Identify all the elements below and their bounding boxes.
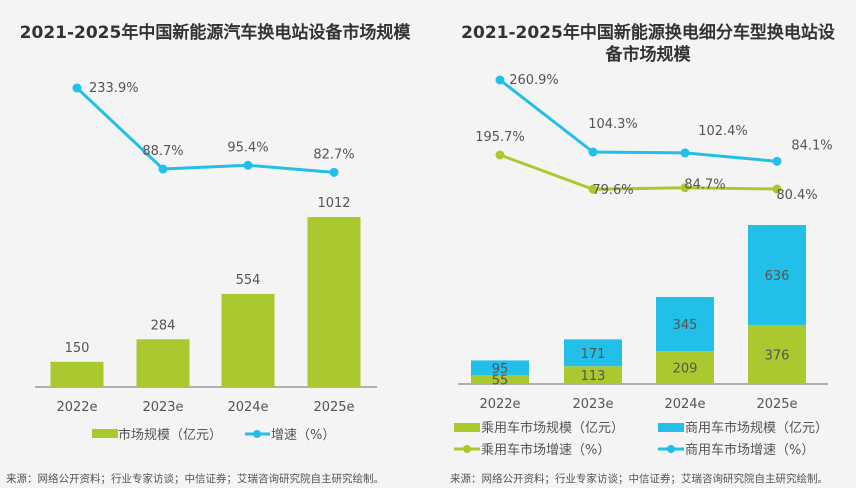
- x-tick-label: 2024e: [227, 400, 268, 415]
- growth-point: [680, 183, 690, 193]
- x-tick-label: 2022e: [56, 400, 97, 415]
- bar: [221, 293, 275, 387]
- chart1-title: 2021-2025年中国新能源汽车换电站设备市场规模: [19, 23, 411, 43]
- x-tick-label: 2023e: [572, 397, 613, 412]
- x-tick-label: 2023e: [142, 400, 183, 415]
- growth-label: 102.4%: [698, 124, 748, 139]
- growth-line: [499, 78, 778, 163]
- bar-value-label: 113: [581, 369, 606, 384]
- bar: [307, 217, 361, 387]
- bar: [50, 361, 104, 387]
- bar: [136, 339, 190, 387]
- chart2-source: 来源：网络公开资料；行业专家访谈；中信证券；艾瑞咨询研究院自主研究绘制。: [450, 473, 828, 485]
- growth-point: [329, 167, 339, 177]
- growth-label: 88.7%: [142, 144, 183, 159]
- bar-value-label: 1012: [317, 196, 350, 211]
- chart1-source: 来源：网络公开资料；行业专家访谈；中信证券；艾瑞咨询研究院自主研究绘制。: [6, 473, 384, 485]
- legend-swatch-point: [667, 445, 675, 453]
- legend-label: 商用车市场增速（%）: [685, 442, 814, 458]
- growth-line: [499, 153, 778, 191]
- growth-point: [158, 164, 168, 174]
- growth-label: 260.9%: [509, 73, 559, 88]
- growth-label: 84.7%: [684, 178, 725, 193]
- growth-point: [772, 184, 782, 194]
- bar-commercial: [656, 296, 714, 352]
- legend-label: 乘用车市场规模（亿元）: [481, 420, 624, 436]
- bar-value-label: 376: [765, 348, 790, 363]
- legend-swatch-bar: [658, 423, 684, 432]
- chart2-title-line1: 2021-2025年中国新能源换电细分车型换电站设: [461, 23, 835, 43]
- bar-commercial: [471, 360, 529, 376]
- bar-value-label: 284: [151, 318, 176, 333]
- bar-value-label: 95: [492, 362, 509, 377]
- growth-point: [243, 160, 253, 170]
- growth-point: [680, 148, 690, 158]
- growth-point: [72, 83, 82, 93]
- x-tick-label: 2022e: [479, 397, 520, 412]
- bar-value-label: 209: [673, 362, 698, 377]
- growth-point: [495, 75, 505, 85]
- growth-label: 80.4%: [776, 188, 817, 203]
- bar-value-label: 171: [581, 347, 606, 362]
- growth-line: [75, 86, 335, 174]
- chart2-title-line2: 备市场规模: [605, 45, 691, 65]
- x-tick-label: 2024e: [664, 397, 705, 412]
- growth-label: 233.9%: [89, 81, 139, 96]
- bar-passenger: [748, 324, 806, 384]
- bar-value-label: 55: [492, 374, 509, 389]
- legend-swatch-bar: [92, 429, 118, 438]
- growth-label: 195.7%: [475, 130, 525, 145]
- growth-label: 104.3%: [588, 117, 638, 132]
- bar-commercial: [564, 339, 622, 367]
- legend-label: 商用车市场规模（亿元）: [685, 420, 828, 436]
- legend-label: 市场规模（亿元）: [118, 427, 222, 443]
- legend-label: 增速（%）: [271, 428, 335, 443]
- growth-label: 79.6%: [592, 183, 633, 198]
- bar-passenger: [564, 366, 622, 384]
- bar-value-label: 636: [765, 269, 790, 284]
- legend-swatch-point: [253, 430, 261, 438]
- x-tick-label: 2025e: [756, 397, 797, 412]
- growth-point: [588, 147, 598, 157]
- x-tick-label: 2025e: [313, 400, 354, 415]
- bar-passenger: [471, 375, 529, 384]
- bar-commercial: [748, 225, 806, 325]
- bar-value-label: 345: [673, 318, 698, 333]
- growth-point: [588, 184, 598, 194]
- growth-label: 95.4%: [227, 140, 268, 155]
- bar-passenger: [656, 351, 714, 384]
- growth-label: 84.1%: [791, 138, 832, 153]
- growth-point: [772, 156, 782, 166]
- bar-value-label: 554: [236, 273, 261, 288]
- legend-label: 乘用车市场增速（%）: [481, 442, 610, 458]
- growth-label: 82.7%: [313, 147, 354, 162]
- legend-swatch-point: [463, 445, 471, 453]
- legend-swatch-bar: [454, 423, 480, 432]
- bar-value-label: 150: [65, 341, 90, 356]
- growth-point: [495, 150, 505, 160]
